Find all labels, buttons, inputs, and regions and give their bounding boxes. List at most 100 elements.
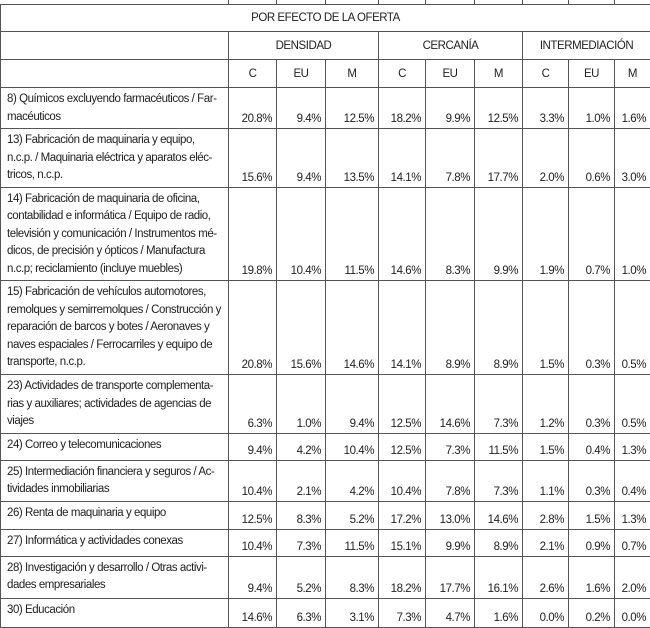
value-cell: 17.2% xyxy=(379,501,426,529)
value-cell: 1.6% xyxy=(569,556,615,598)
value-cell: 13.5% xyxy=(326,129,379,188)
table-title: POR EFECTO DE LA OFERTA xyxy=(1,5,650,32)
value-cell: 6.3% xyxy=(277,598,326,627)
value-cell: 1.2% xyxy=(523,375,569,434)
value-cell: 1.1% xyxy=(523,460,569,501)
value-cell: 3.1% xyxy=(326,598,379,627)
value-cell: 0.2% xyxy=(569,598,615,627)
value-cell: 3.3% xyxy=(523,88,569,129)
value-cell: 9.4% xyxy=(277,88,326,129)
value-cell: 12.5% xyxy=(379,433,426,460)
value-cell: 14.6% xyxy=(326,281,379,375)
value-cell: 14.1% xyxy=(379,129,426,188)
table-row: 15) Fabricación de vehículos automotores… xyxy=(1,281,650,375)
value-cell: 1.5% xyxy=(523,433,569,460)
value-cell: 1.0% xyxy=(277,375,326,434)
value-cell: 15.6% xyxy=(277,281,326,375)
value-cell: 11.5% xyxy=(326,529,379,556)
value-cell: 7.3% xyxy=(475,375,523,434)
value-cell: 7.8% xyxy=(426,460,475,501)
value-cell: 8.9% xyxy=(475,529,523,556)
subcolumn-header: C xyxy=(229,60,277,88)
subcolumn-header: EU xyxy=(277,60,326,88)
row-label: 14) Fabricación de maquinaria de oficina… xyxy=(1,187,229,281)
group-cercania: CERCANÍA xyxy=(379,32,523,60)
value-cell: 10.4% xyxy=(229,529,277,556)
value-cell: 10.4% xyxy=(277,187,326,281)
group-densidad: DENSIDAD xyxy=(229,32,379,60)
subcolumn-header: M xyxy=(615,60,650,88)
value-cell: 12.5% xyxy=(475,88,523,129)
value-cell: 1.6% xyxy=(475,598,523,627)
value-cell: 14.6% xyxy=(379,187,426,281)
value-cell: 5.2% xyxy=(277,556,326,598)
value-cell: 4.2% xyxy=(277,433,326,460)
table-row: 14) Fabricación de maquinaria de oficina… xyxy=(1,187,650,281)
value-cell: 2.6% xyxy=(523,556,569,598)
subcolumn-header: M xyxy=(475,60,523,88)
value-cell: 8.9% xyxy=(426,281,475,375)
value-cell: 2.0% xyxy=(523,129,569,188)
row-label: 13) Fabricación de maquinaria y equipo, … xyxy=(1,129,229,188)
row-label: 26) Renta de maquinaria y equipo xyxy=(1,501,229,529)
value-cell: 5.2% xyxy=(326,501,379,529)
table-row: 13) Fabricación de maquinaria y equipo, … xyxy=(1,129,650,188)
value-cell: 0.3% xyxy=(569,460,615,501)
value-cell: 0.0% xyxy=(615,598,650,627)
value-cell: 0.7% xyxy=(569,187,615,281)
table-row: 23) Actividades de transporte complement… xyxy=(1,375,650,434)
row-label: 15) Fabricación de vehículos automotores… xyxy=(1,281,229,375)
value-cell: 0.7% xyxy=(615,529,650,556)
value-cell: 12.5% xyxy=(326,88,379,129)
value-cell: 7.8% xyxy=(426,129,475,188)
value-cell: 12.5% xyxy=(379,375,426,434)
value-cell: 20.8% xyxy=(229,281,277,375)
value-cell: 0.3% xyxy=(569,281,615,375)
value-cell: 1.9% xyxy=(523,187,569,281)
value-cell: 9.4% xyxy=(326,375,379,434)
value-cell: 8.9% xyxy=(475,281,523,375)
value-cell: 1.5% xyxy=(523,281,569,375)
value-cell: 8.3% xyxy=(426,187,475,281)
value-cell: 8.3% xyxy=(277,501,326,529)
value-cell: 2.1% xyxy=(523,529,569,556)
value-cell: 9.4% xyxy=(277,129,326,188)
value-cell: 11.5% xyxy=(326,187,379,281)
value-cell: 0.4% xyxy=(615,460,650,501)
value-cell: 14.6% xyxy=(229,598,277,627)
value-cell: 8.3% xyxy=(326,556,379,598)
value-cell: 0.4% xyxy=(569,433,615,460)
value-cell: 1.0% xyxy=(569,88,615,129)
row-label: 23) Actividades de transporte complement… xyxy=(1,375,229,434)
value-cell: 11.5% xyxy=(475,433,523,460)
value-cell: 2.0% xyxy=(615,556,650,598)
row-label: 28) Investigación y desarrollo / Otras a… xyxy=(1,556,229,598)
subcolumn-header: EU xyxy=(569,60,615,88)
value-cell: 9.9% xyxy=(475,187,523,281)
table-row: 8) Químicos excluyendo farmacéuticos / F… xyxy=(1,88,650,129)
group-intermediacion: INTERMEDIACIÓN xyxy=(523,32,650,60)
value-cell: 6.3% xyxy=(229,375,277,434)
value-cell: 9.9% xyxy=(426,529,475,556)
value-cell: 13.0% xyxy=(426,501,475,529)
value-cell: 12.5% xyxy=(229,501,277,529)
value-cell: 17.7% xyxy=(426,556,475,598)
value-cell: 0.6% xyxy=(569,129,615,188)
value-cell: 9.4% xyxy=(229,433,277,460)
value-cell: 1.6% xyxy=(615,88,650,129)
value-cell: 16.1% xyxy=(475,556,523,598)
value-cell: 3.0% xyxy=(615,129,650,188)
value-cell: 20.8% xyxy=(229,88,277,129)
value-cell: 14.1% xyxy=(379,281,426,375)
value-cell: 18.2% xyxy=(379,88,426,129)
value-cell: 18.2% xyxy=(379,556,426,598)
value-cell: 0.0% xyxy=(523,598,569,627)
value-cell: 10.4% xyxy=(229,460,277,501)
value-cell: 9.4% xyxy=(229,556,277,598)
